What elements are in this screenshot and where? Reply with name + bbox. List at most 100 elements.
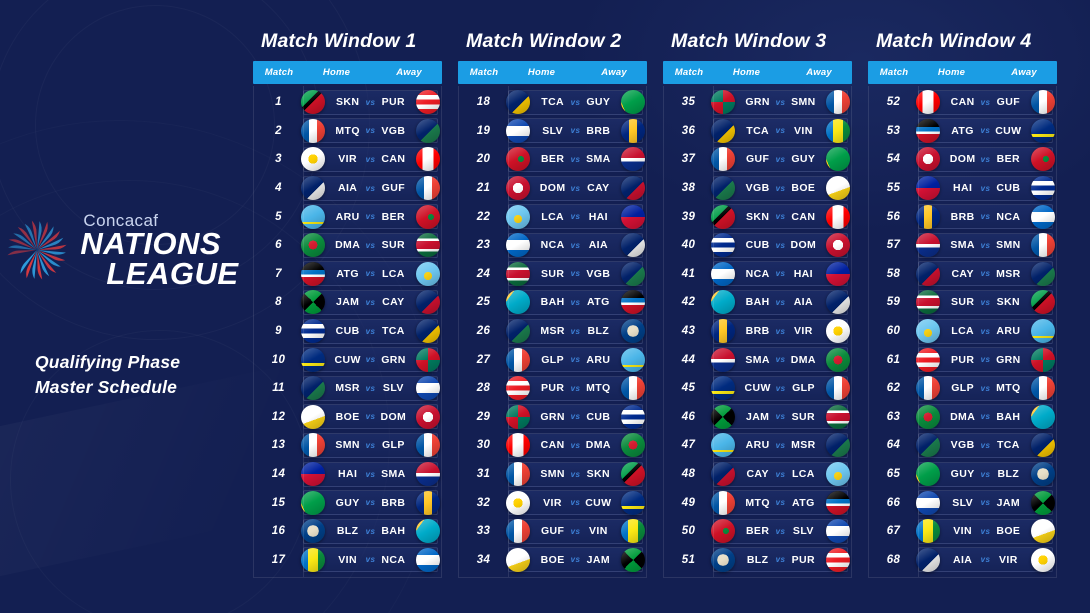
- match-fixture[interactable]: SUR vs VGB: [506, 261, 645, 287]
- table-row[interactable]: 22 LCA vs HAI: [459, 202, 646, 231]
- table-row[interactable]: 65 GUY vs BLZ: [869, 460, 1056, 489]
- match-fixture[interactable]: NCA vs HAI: [711, 261, 850, 287]
- match-fixture[interactable]: CUB vs TCA: [301, 318, 440, 344]
- table-row[interactable]: 58 CAY vs MSR: [869, 260, 1056, 289]
- table-row[interactable]: 50 BER vs SLV: [664, 517, 851, 546]
- match-fixture[interactable]: CAY vs LCA: [711, 461, 850, 487]
- table-row[interactable]: 27 GLP vs ARU: [459, 345, 646, 374]
- match-fixture[interactable]: MTQ vs VGB: [301, 118, 440, 144]
- match-fixture[interactable]: SLV vs JAM: [916, 490, 1055, 516]
- table-row[interactable]: 13 SMN vs GLP: [254, 431, 441, 460]
- match-fixture[interactable]: CUW vs GLP: [711, 375, 850, 401]
- match-fixture[interactable]: GRN vs SMN: [711, 89, 850, 115]
- table-row[interactable]: 46 JAM vs SUR: [664, 403, 851, 432]
- match-fixture[interactable]: BAH vs AIA: [711, 289, 850, 315]
- table-row[interactable]: 51 BLZ vs PUR: [664, 546, 851, 575]
- table-row[interactable]: 61 PUR vs GRN: [869, 345, 1056, 374]
- table-row[interactable]: 67 VIN vs BOE: [869, 517, 1056, 546]
- table-row[interactable]: 56 BRB vs NCA: [869, 202, 1056, 231]
- match-fixture[interactable]: BOE vs DOM: [301, 404, 440, 430]
- table-row[interactable]: 31 SMN vs SKN: [459, 460, 646, 489]
- table-row[interactable]: 19 SLV vs BRB: [459, 117, 646, 146]
- table-row[interactable]: 20 BER vs SMA: [459, 145, 646, 174]
- table-row[interactable]: 33 GUF vs VIN: [459, 517, 646, 546]
- table-row[interactable]: 52 CAN vs GUF: [869, 88, 1056, 117]
- match-fixture[interactable]: SMN vs GLP: [301, 432, 440, 458]
- table-row[interactable]: 21 DOM vs CAY: [459, 174, 646, 203]
- match-fixture[interactable]: GRN vs CUB: [506, 404, 645, 430]
- match-fixture[interactable]: ATG vs LCA: [301, 261, 440, 287]
- match-fixture[interactable]: CAN vs GUF: [916, 89, 1055, 115]
- table-row[interactable]: 7 ATG vs LCA: [254, 260, 441, 289]
- table-row[interactable]: 14 HAI vs SMA: [254, 460, 441, 489]
- match-fixture[interactable]: DMA vs BAH: [916, 404, 1055, 430]
- match-fixture[interactable]: ARU vs MSR: [711, 432, 850, 458]
- table-row[interactable]: 12 BOE vs DOM: [254, 403, 441, 432]
- match-fixture[interactable]: VIR vs CAN: [301, 146, 440, 172]
- match-fixture[interactable]: SLV vs BRB: [506, 118, 645, 144]
- table-row[interactable]: 5 ARU vs BER: [254, 202, 441, 231]
- table-row[interactable]: 60 LCA vs ARU: [869, 317, 1056, 346]
- match-fixture[interactable]: BOE vs JAM: [506, 547, 645, 573]
- table-row[interactable]: 2 MTQ vs VGB: [254, 117, 441, 146]
- table-row[interactable]: 39 SKN vs CAN: [664, 202, 851, 231]
- match-fixture[interactable]: SKN vs CAN: [711, 204, 850, 230]
- table-row[interactable]: 18 TCA vs GUY: [459, 88, 646, 117]
- table-row[interactable]: 40 CUB vs DOM: [664, 231, 851, 260]
- match-fixture[interactable]: GLP vs MTQ: [916, 375, 1055, 401]
- match-fixture[interactable]: NCA vs AIA: [506, 232, 645, 258]
- table-row[interactable]: 47 ARU vs MSR: [664, 431, 851, 460]
- match-fixture[interactable]: BRB vs VIR: [711, 318, 850, 344]
- table-row[interactable]: 64 VGB vs TCA: [869, 431, 1056, 460]
- match-fixture[interactable]: AIA vs VIR: [916, 547, 1055, 573]
- table-row[interactable]: 45 CUW vs GLP: [664, 374, 851, 403]
- match-fixture[interactable]: JAM vs SUR: [711, 404, 850, 430]
- match-fixture[interactable]: VGB vs BOE: [711, 175, 850, 201]
- table-row[interactable]: 41 NCA vs HAI: [664, 260, 851, 289]
- match-fixture[interactable]: TCA vs VIN: [711, 118, 850, 144]
- match-fixture[interactable]: PUR vs GRN: [916, 347, 1055, 373]
- match-fixture[interactable]: DMA vs SUR: [301, 232, 440, 258]
- table-row[interactable]: 16 BLZ vs BAH: [254, 517, 441, 546]
- match-fixture[interactable]: GUY vs BRB: [301, 490, 440, 516]
- match-fixture[interactable]: GLP vs ARU: [506, 347, 645, 373]
- match-fixture[interactable]: SMA vs SMN: [916, 232, 1055, 258]
- table-row[interactable]: 44 SMA vs DMA: [664, 345, 851, 374]
- match-fixture[interactable]: VIN vs NCA: [301, 547, 440, 573]
- match-fixture[interactable]: AIA vs GUF: [301, 175, 440, 201]
- match-fixture[interactable]: CAN vs DMA: [506, 432, 645, 458]
- table-row[interactable]: 1 SKN vs PUR: [254, 88, 441, 117]
- match-fixture[interactable]: BER vs SMA: [506, 146, 645, 172]
- table-row[interactable]: 53 ATG vs CUW: [869, 117, 1056, 146]
- match-fixture[interactable]: CUB vs DOM: [711, 232, 850, 258]
- table-row[interactable]: 6 DMA vs SUR: [254, 231, 441, 260]
- match-fixture[interactable]: SMA vs DMA: [711, 347, 850, 373]
- table-row[interactable]: 49 MTQ vs ATG: [664, 488, 851, 517]
- match-fixture[interactable]: HAI vs CUB: [916, 175, 1055, 201]
- table-row[interactable]: 57 SMA vs SMN: [869, 231, 1056, 260]
- table-row[interactable]: 54 DOM vs BER: [869, 145, 1056, 174]
- table-row[interactable]: 23 NCA vs AIA: [459, 231, 646, 260]
- match-fixture[interactable]: JAM vs CAY: [301, 289, 440, 315]
- match-fixture[interactable]: HAI vs SMA: [301, 461, 440, 487]
- match-fixture[interactable]: VIN vs BOE: [916, 518, 1055, 544]
- table-row[interactable]: 55 HAI vs CUB: [869, 174, 1056, 203]
- match-fixture[interactable]: DOM vs CAY: [506, 175, 645, 201]
- table-row[interactable]: 62 GLP vs MTQ: [869, 374, 1056, 403]
- match-fixture[interactable]: BAH vs ATG: [506, 289, 645, 315]
- match-fixture[interactable]: LCA vs HAI: [506, 204, 645, 230]
- table-row[interactable]: 43 BRB vs VIR: [664, 317, 851, 346]
- table-row[interactable]: 3 VIR vs CAN: [254, 145, 441, 174]
- table-row[interactable]: 37 GUF vs GUY: [664, 145, 851, 174]
- table-row[interactable]: 24 SUR vs VGB: [459, 260, 646, 289]
- table-row[interactable]: 30 CAN vs DMA: [459, 431, 646, 460]
- table-row[interactable]: 66 SLV vs JAM: [869, 488, 1056, 517]
- match-fixture[interactable]: MTQ vs ATG: [711, 490, 850, 516]
- match-fixture[interactable]: DOM vs BER: [916, 146, 1055, 172]
- table-row[interactable]: 15 GUY vs BRB: [254, 488, 441, 517]
- match-fixture[interactable]: ATG vs CUW: [916, 118, 1055, 144]
- table-row[interactable]: 34 BOE vs JAM: [459, 546, 646, 575]
- match-fixture[interactable]: MSR vs BLZ: [506, 318, 645, 344]
- table-row[interactable]: 28 PUR vs MTQ: [459, 374, 646, 403]
- table-row[interactable]: 63 DMA vs BAH: [869, 403, 1056, 432]
